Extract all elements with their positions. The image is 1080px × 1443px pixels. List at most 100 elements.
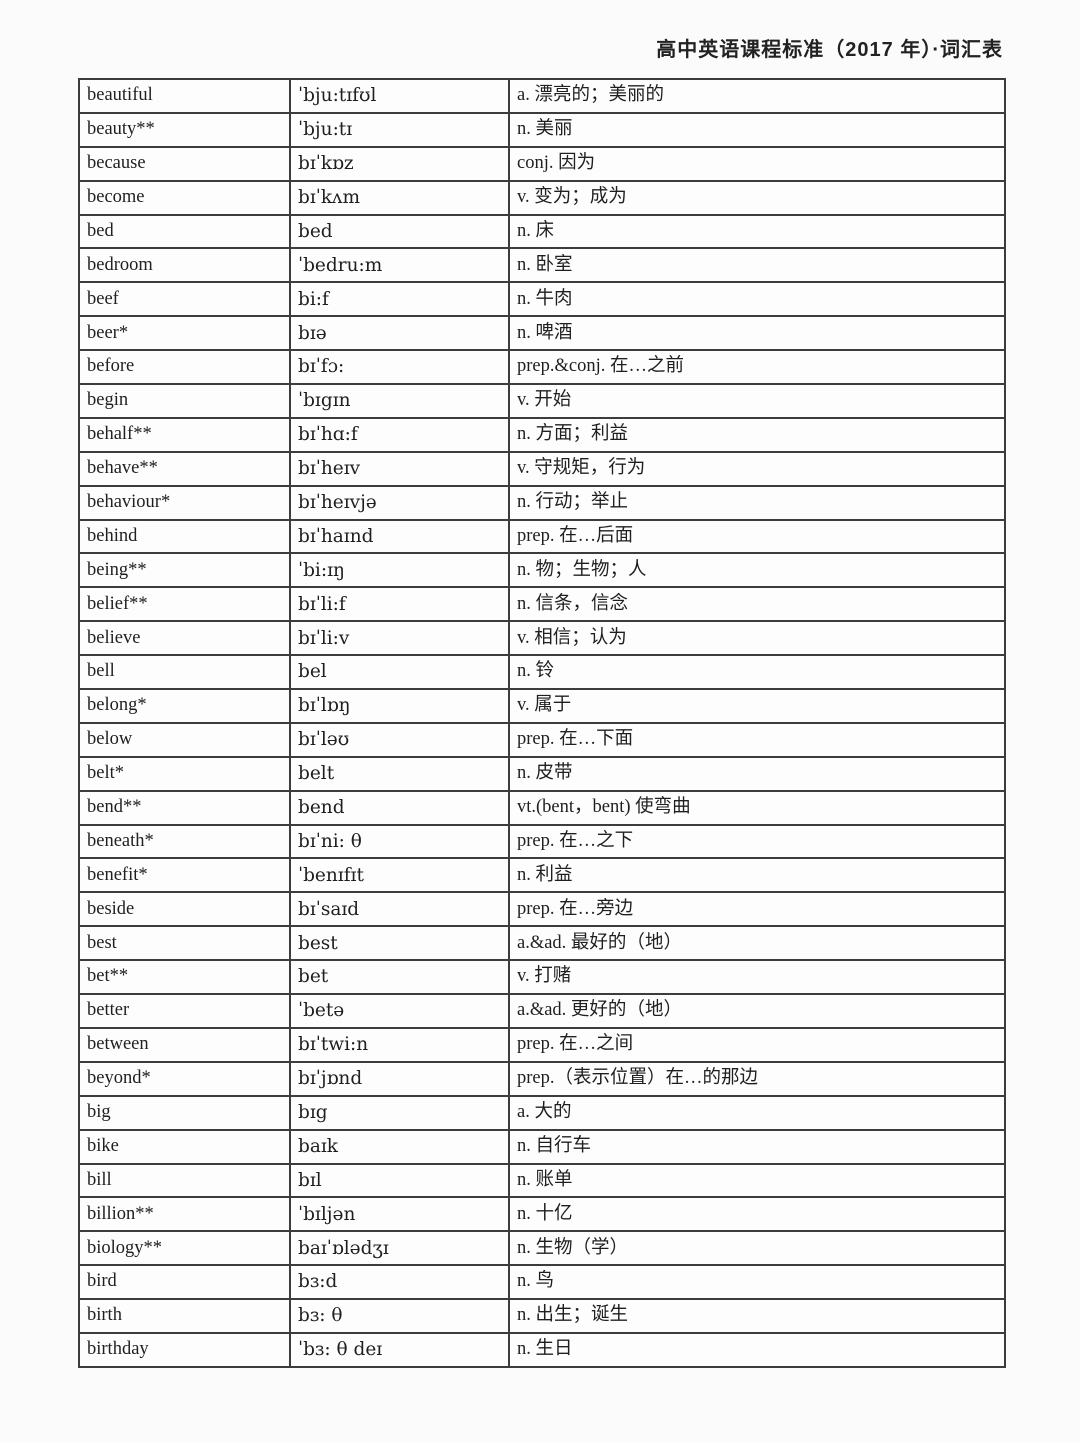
word-cell: bill (78, 1162, 291, 1199)
vocab-table: beautiful ˈbju:tɪfʊl a. 漂亮的；美丽的 beauty**… (78, 78, 1006, 1368)
table-row: beef bi:f n. 牛肉 (78, 281, 1006, 318)
phonetic-cell: bɪˈtwi:n (289, 1026, 510, 1063)
word-cell: bell (78, 654, 291, 691)
meaning-cell: v. 开始 (508, 383, 1006, 419)
phonetic-cell: bɪˈlɒŋ (289, 688, 510, 724)
table-row: being** ˈbi:ɪŋ n. 物；生物；人 (78, 552, 1006, 589)
phonetic-cell: bɪˈheɪv (289, 450, 510, 487)
phonetic-cell: bed (289, 213, 510, 250)
word-cell: become (78, 179, 291, 216)
meaning-cell: vt.(bent，bent) 使弯曲 (508, 789, 1006, 826)
table-row: below bɪˈləʊ prep. 在…下面 (78, 721, 1006, 758)
table-row: behalf** bɪˈhɑ:f n. 方面；利益 (78, 416, 1006, 453)
word-cell: beside (78, 891, 291, 928)
meaning-cell: prep. 在…后面 (508, 518, 1006, 555)
table-row: belong* bɪˈlɒŋ v. 属于 (78, 688, 1006, 724)
phonetic-cell: ˈbedru:m (289, 247, 510, 284)
word-cell: begin (78, 383, 291, 419)
phonetic-cell: ˈbetə (289, 993, 510, 1029)
table-row: beer* bɪə n. 啤酒 (78, 315, 1006, 352)
phonetic-cell: bend (289, 789, 510, 826)
meaning-cell: n. 美丽 (508, 111, 1006, 148)
table-row: bell bel n. 铃 (78, 654, 1006, 691)
table-row: between bɪˈtwi:n prep. 在…之间 (78, 1026, 1006, 1063)
meaning-cell: v. 打赌 (508, 959, 1006, 996)
table-row: best best a.&ad. 最好的（地） (78, 925, 1006, 962)
table-row: beneath* bɪˈni: θ prep. 在…之下 (78, 823, 1006, 860)
word-cell: bet** (78, 959, 291, 996)
meaning-cell: n. 生日 (508, 1331, 1006, 1368)
phonetic-cell: baɪk (289, 1128, 510, 1165)
table-row: behave** bɪˈheɪv v. 守规矩，行为 (78, 450, 1006, 487)
phonetic-cell: ˈbɪgɪn (289, 383, 510, 419)
meaning-cell: n. 鸟 (508, 1264, 1006, 1301)
meaning-cell: n. 铃 (508, 654, 1006, 691)
word-cell: beef (78, 281, 291, 318)
table-row: big bɪg a. 大的 (78, 1094, 1006, 1131)
phonetic-cell: best (289, 925, 510, 962)
word-cell: beneath* (78, 823, 291, 860)
table-row: behind bɪˈhaɪnd prep. 在…后面 (78, 518, 1006, 555)
meaning-cell: n. 自行车 (508, 1128, 1006, 1165)
meaning-cell: n. 卧室 (508, 247, 1006, 284)
table-row: begin ˈbɪgɪn v. 开始 (78, 383, 1006, 419)
word-cell: birth (78, 1298, 291, 1334)
phonetic-cell: bɪə (289, 315, 510, 352)
meaning-cell: prep.（表示位置）在…的那边 (508, 1060, 1006, 1097)
word-cell: belong* (78, 688, 291, 724)
table-row: belief** bɪˈli:f n. 信条，信念 (78, 586, 1006, 623)
meaning-cell: a.&ad. 更好的（地） (508, 993, 1006, 1029)
meaning-cell: n. 行动；举止 (508, 484, 1006, 521)
meaning-cell: conj. 因为 (508, 145, 1006, 182)
phonetic-cell: bɜ: θ (289, 1298, 510, 1334)
phonetic-cell: bɪˈsaɪd (289, 891, 510, 928)
word-cell: billion** (78, 1196, 291, 1233)
phonetic-cell: bi:f (289, 281, 510, 318)
word-cell: beer* (78, 315, 291, 352)
phonetic-cell: bɪˈjɒnd (289, 1060, 510, 1097)
phonetic-cell: belt (289, 755, 510, 792)
word-cell: belt* (78, 755, 291, 792)
meaning-cell: n. 账单 (508, 1162, 1006, 1199)
table-row: benefit* ˈbenɪfɪt n. 利益 (78, 857, 1006, 894)
word-cell: beyond* (78, 1060, 291, 1097)
phonetic-cell: bɪˈli:f (289, 586, 510, 623)
word-cell: bed (78, 213, 291, 250)
meaning-cell: n. 信条，信念 (508, 586, 1006, 623)
word-cell: birthday (78, 1331, 291, 1368)
phonetic-cell: bɪˈfɔ: (289, 349, 510, 386)
table-row: better ˈbetə a.&ad. 更好的（地） (78, 993, 1006, 1029)
word-cell: better (78, 993, 291, 1029)
meaning-cell: a.&ad. 最好的（地） (508, 925, 1006, 962)
table-row: behaviour* bɪˈheɪvjə n. 行动；举止 (78, 484, 1006, 521)
word-cell: big (78, 1094, 291, 1131)
meaning-cell: prep. 在…下面 (508, 721, 1006, 758)
word-cell: benefit* (78, 857, 291, 894)
table-row: beauty** ˈbju:tɪ n. 美丽 (78, 111, 1006, 148)
meaning-cell: n. 出生；诞生 (508, 1298, 1006, 1334)
table-row: beside bɪˈsaɪd prep. 在…旁边 (78, 891, 1006, 928)
meaning-cell: prep. 在…之间 (508, 1026, 1006, 1063)
meaning-cell: a. 漂亮的；美丽的 (508, 78, 1006, 114)
phonetic-cell: bɪˈni: θ (289, 823, 510, 860)
phonetic-cell: ˈbi:ɪŋ (289, 552, 510, 589)
meaning-cell: prep. 在…旁边 (508, 891, 1006, 928)
table-row: biology** baɪˈɒlədʒɪ n. 生物（学） (78, 1230, 1006, 1267)
table-row: bird bɜ:d n. 鸟 (78, 1264, 1006, 1301)
meaning-cell: n. 皮带 (508, 755, 1006, 792)
meaning-cell: a. 大的 (508, 1094, 1006, 1131)
meaning-cell: prep.&conj. 在…之前 (508, 349, 1006, 386)
meaning-cell: n. 方面；利益 (508, 416, 1006, 453)
word-cell: biology** (78, 1230, 291, 1267)
phonetic-cell: bel (289, 654, 510, 691)
meaning-cell: prep. 在…之下 (508, 823, 1006, 860)
table-row: beyond* bɪˈjɒnd prep.（表示位置）在…的那边 (78, 1060, 1006, 1097)
page-header: 高中英语课程标准（2017 年）·词汇表 (656, 39, 1003, 61)
meaning-cell: n. 啤酒 (508, 315, 1006, 352)
word-cell: believe (78, 620, 291, 657)
phonetic-cell: bɪˈhaɪnd (289, 518, 510, 555)
phonetic-cell: bɪˈli:v (289, 620, 510, 657)
word-cell: behalf** (78, 416, 291, 453)
phonetic-cell: ˈbju:tɪ (289, 111, 510, 148)
phonetic-cell: bɪˈkɒz (289, 145, 510, 182)
